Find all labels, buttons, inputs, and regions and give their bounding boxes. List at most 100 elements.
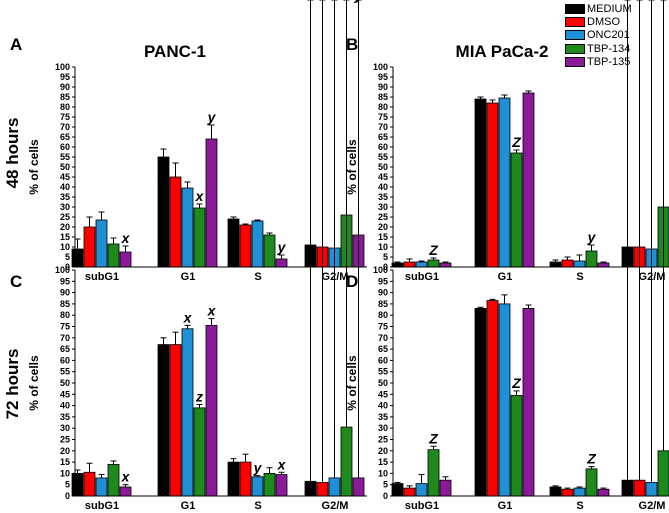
y-tick-label-d-65: 65: [378, 344, 388, 354]
y-axis-label-c: % of cells: [27, 355, 41, 411]
x-tick-label-a-g1: G1: [181, 271, 196, 283]
panel-title-a: PANC-1: [144, 42, 206, 61]
y-axis-label-a: % of cells: [27, 139, 41, 195]
bar-c-g1-medium: [157, 344, 170, 497]
panel-letter-b: B: [346, 35, 358, 54]
y-tick-label-c-90: 90: [60, 288, 70, 298]
y-tick-label-c-85: 85: [60, 299, 70, 309]
bar-a-s-dmso: [239, 224, 252, 268]
annotation-c-g1-onc201: x: [183, 309, 193, 325]
y-tick-label-d-40: 40: [378, 401, 388, 411]
bar-b-subg1-onc201: [415, 261, 428, 268]
legend-swatch-dmso: [565, 17, 585, 28]
bar-c-s-medium: [227, 461, 240, 497]
annotation-c-g1-tbp-134: z: [195, 388, 203, 404]
legend-label-tbp135: TBP-135: [587, 56, 631, 69]
bar-c-subg1-tbp-134: [107, 463, 120, 497]
legend-item-tbp134: TBP-134: [565, 42, 667, 55]
bar-c-g1-onc201: [181, 328, 194, 497]
legend-swatch-medium: [565, 3, 585, 14]
y-tick-label-c-80: 80: [60, 310, 70, 320]
bar-d-subg1-tbp-135: [439, 479, 452, 497]
annotation-a-g1-tbp-134: x: [195, 188, 205, 204]
y-tick-label-a-60: 60: [60, 142, 70, 152]
y-tick-label-d-45: 45: [378, 389, 388, 399]
bar-a-subg1-tbp-135: [119, 251, 132, 268]
panel-letter-c: C: [10, 272, 22, 291]
y-tick-label-c-65: 65: [60, 344, 70, 354]
legend-item-medium: MEDIUM: [565, 2, 667, 15]
bar-b-s-dmso: [561, 259, 574, 268]
annotation-a-g1-tbp-135: y: [207, 109, 217, 125]
y-tick-label-d-85: 85: [378, 299, 388, 309]
y-tick-label-b-30: 30: [378, 202, 388, 212]
legend-swatch-tbp135: [565, 57, 585, 68]
x-tick-label-a-subg1: subG1: [85, 271, 119, 283]
bar-b-subg1-tbp-135: [439, 262, 452, 268]
bar-c-g2-m-tbp-135: [352, 477, 365, 497]
y-tick-label-d-100: 100: [373, 265, 388, 275]
y-tick-label-a-85: 85: [60, 92, 70, 102]
bar-b-s-onc201: [573, 260, 586, 268]
bar-a-s-onc201: [251, 220, 264, 268]
annotation-a-s-tbp-135: y: [277, 239, 287, 255]
annotation-b-subg1-tbp-134: Z: [428, 242, 438, 258]
bar-b-g1-medium: [474, 98, 487, 268]
y-axis-label-d: % of cells: [345, 355, 359, 411]
bar-d-g1-medium: [474, 308, 487, 497]
y-tick-label-c-60: 60: [60, 355, 70, 365]
bar-d-subg1-tbp-134: [427, 449, 440, 497]
y-tick-label-d-60: 60: [378, 355, 388, 365]
y-tick-label-a-55: 55: [60, 152, 70, 162]
y-tick-label-c-0: 0: [65, 491, 70, 501]
bar-d-g1-tbp-135: [522, 308, 535, 497]
y-tick-label-a-20: 20: [60, 222, 70, 232]
y-tick-label-b-95: 95: [378, 72, 388, 82]
y-tick-label-a-95: 95: [60, 72, 70, 82]
bar-b-s-tbp-135: [597, 262, 610, 268]
y-tick-label-d-5: 5: [383, 480, 388, 490]
x-tick-label-c-g1: G1: [181, 500, 196, 512]
legend-label-tbp134: TBP-134: [587, 42, 631, 55]
y-tick-label-d-70: 70: [378, 333, 388, 343]
bar-a-g1-onc201: [181, 187, 194, 268]
y-tick-label-b-25: 25: [378, 212, 388, 222]
y-tick-label-b-45: 45: [378, 172, 388, 182]
y-tick-label-a-100: 100: [55, 62, 70, 72]
annotation-c-g2-m-tbp-134: z: [342, 0, 350, 3]
y-tick-label-c-20: 20: [60, 446, 70, 456]
y-tick-label-a-65: 65: [60, 132, 70, 142]
x-tick-label-c-s: S: [254, 500, 261, 512]
bar-a-subg1-dmso: [83, 226, 96, 268]
y-tick-label-a-35: 35: [60, 192, 70, 202]
y-tick-label-b-70: 70: [378, 122, 388, 132]
bar-d-s-dmso: [561, 488, 574, 497]
y-tick-label-d-20: 20: [378, 446, 388, 456]
y-tick-label-b-5: 5: [383, 252, 388, 262]
bar-a-subg1-medium: [71, 248, 84, 268]
y-tick-label-b-100: 100: [373, 62, 388, 72]
panel-letter-a: A: [10, 35, 22, 54]
y-tick-label-b-75: 75: [378, 112, 388, 122]
y-tick-label-a-30: 30: [60, 202, 70, 212]
y-tick-label-d-55: 55: [378, 367, 388, 377]
x-tick-label-b-s: S: [576, 271, 583, 283]
y-tick-label-d-50: 50: [378, 378, 388, 388]
bar-d-g2-m-tbp-134: [657, 450, 669, 497]
bar-c-s-dmso: [239, 461, 252, 497]
y-tick-label-b-90: 90: [378, 82, 388, 92]
bar-a-s-tbp-135: [275, 258, 288, 268]
y-tick-label-a-90: 90: [60, 82, 70, 92]
annotation-c-s-onc201: y: [253, 460, 263, 476]
y-tick-label-c-100: 100: [55, 265, 70, 275]
bar-b-g1-onc201: [498, 97, 511, 268]
bar-a-g1-tbp-135: [205, 138, 218, 268]
row-label-72-hours: 72 hours: [3, 349, 22, 420]
y-tick-label-d-90: 90: [378, 288, 388, 298]
bar-d-g1-onc201: [498, 303, 511, 497]
bar-d-subg1-medium: [391, 483, 404, 497]
bar-b-subg1-medium: [391, 262, 404, 268]
bar-b-g1-tbp-134: [510, 152, 523, 268]
bar-c-subg1-onc201: [95, 477, 108, 497]
annotation-d-s-tbp-134: Z: [586, 451, 596, 467]
